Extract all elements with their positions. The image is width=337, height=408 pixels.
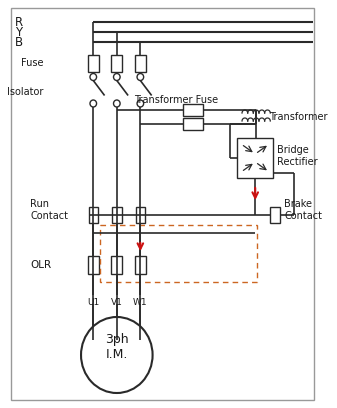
Text: Bridge
Rectifier: Bridge Rectifier	[277, 145, 317, 167]
Text: Transformer: Transformer	[269, 112, 328, 122]
Bar	[111, 256, 122, 274]
Text: Y: Y	[15, 25, 22, 38]
Bar	[89, 207, 98, 223]
Text: B: B	[15, 35, 23, 49]
Bar	[88, 55, 99, 72]
Text: Transformer Fuse: Transformer Fuse	[134, 95, 218, 105]
Bar	[270, 207, 280, 223]
Bar	[112, 207, 122, 223]
Text: Fuse: Fuse	[21, 58, 43, 68]
Text: 3ph
I.M.: 3ph I.M.	[105, 333, 129, 361]
Bar	[135, 55, 146, 72]
Text: U1: U1	[87, 298, 99, 307]
Bar	[100, 225, 257, 282]
Text: R: R	[15, 16, 23, 29]
Text: Isolator: Isolator	[7, 87, 43, 97]
Text: OLR: OLR	[30, 260, 51, 270]
Text: W1: W1	[133, 298, 148, 307]
Bar	[183, 104, 204, 116]
Text: Run
Contact: Run Contact	[30, 199, 68, 221]
Bar	[135, 256, 146, 274]
Text: Brake
Contact: Brake Contact	[284, 199, 323, 221]
Bar	[111, 55, 122, 72]
Bar	[88, 256, 99, 274]
Bar	[135, 207, 145, 223]
Bar	[237, 138, 273, 178]
Text: V1: V1	[111, 298, 123, 307]
Bar	[183, 118, 204, 130]
